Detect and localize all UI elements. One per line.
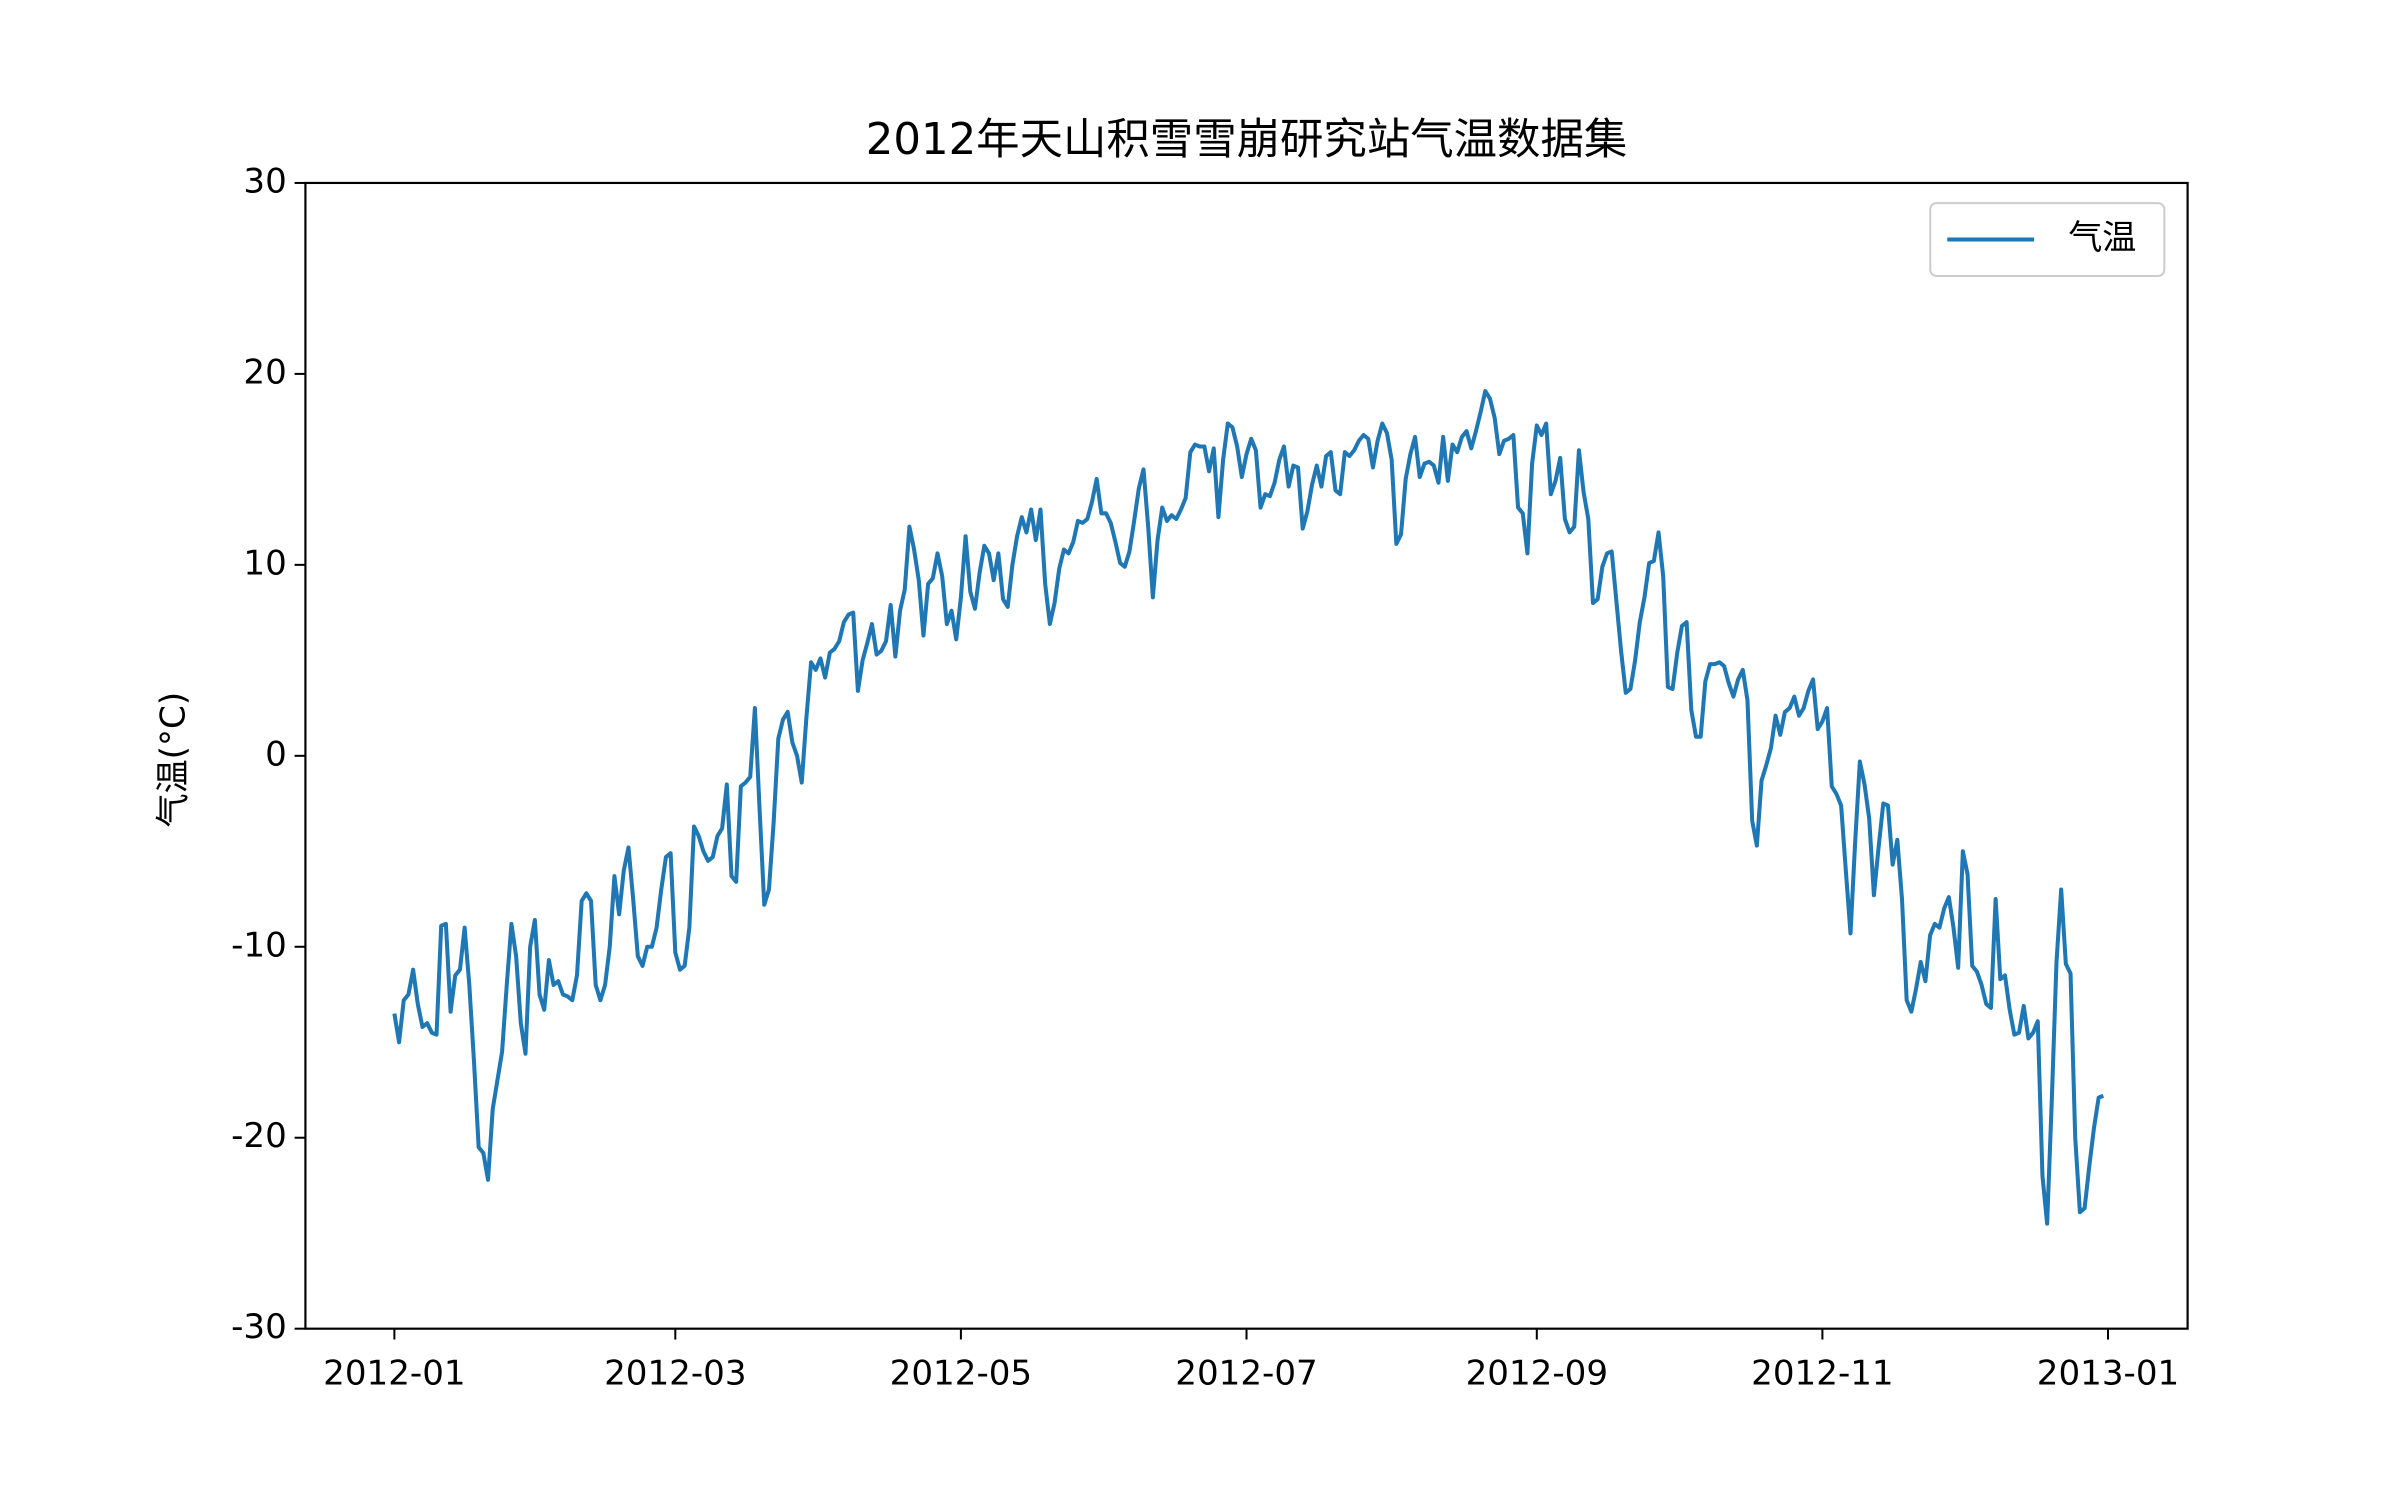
- y-tick-label: -20: [231, 1116, 287, 1156]
- chart-title: 2012年天山积雪雪崩研究站气温数据集: [866, 115, 1628, 165]
- y-tick-label: -10: [231, 925, 287, 965]
- plot-frame: [304, 181, 2189, 1330]
- x-tick-label: 2012-11: [1751, 1354, 1893, 1394]
- y-tick-label: 20: [243, 352, 286, 392]
- y-axis-label: 气温(°C): [154, 692, 194, 828]
- legend: 气温: [1929, 202, 2166, 277]
- x-tick-label: 2013-01: [2037, 1354, 2179, 1394]
- y-tick-label: 30: [243, 161, 286, 201]
- x-tick-label: 2012-03: [604, 1354, 746, 1394]
- data-line: [392, 389, 2105, 1226]
- y-tick-label: -30: [231, 1307, 287, 1347]
- legend-label: 气温: [2068, 218, 2136, 258]
- legend-box: [1929, 202, 2166, 277]
- x-tick-label: 2012-07: [1175, 1354, 1317, 1394]
- x-tick-label: 2012-05: [890, 1354, 1032, 1394]
- y-tick-label: 0: [265, 734, 287, 774]
- x-tick-label: 2012-01: [323, 1354, 465, 1394]
- y-tick-label: 10: [243, 543, 286, 583]
- x-tick-label: 2012-09: [1466, 1354, 1608, 1394]
